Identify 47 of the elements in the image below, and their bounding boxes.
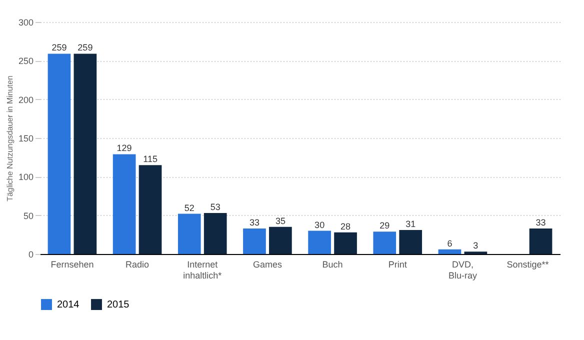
data-label: 6 xyxy=(447,238,452,248)
bar xyxy=(243,228,266,254)
y-axis-title: Tägliche Nutzungsdauer in Minuten xyxy=(5,76,14,202)
data-label: 53 xyxy=(210,202,220,212)
data-label: 259 xyxy=(52,42,67,53)
data-label: 28 xyxy=(340,221,351,232)
data-label: 31 xyxy=(406,219,416,230)
y-tick-label: 250 xyxy=(18,56,34,66)
x-tick-label: Internet inhaltlich* xyxy=(183,260,222,280)
y-tick-label: 150 xyxy=(18,134,34,144)
x-tick-label: Games xyxy=(252,260,282,270)
x-tick-label: Print xyxy=(388,260,408,270)
x-tick-label: Buch xyxy=(322,260,343,270)
data-label: 115 xyxy=(143,154,158,164)
legend-label: 2015 xyxy=(107,300,130,311)
x-tick-label: Radio xyxy=(126,260,150,270)
y-tick-label: 50 xyxy=(23,210,34,221)
y-tick-label: 300 xyxy=(18,18,34,28)
data-label: 129 xyxy=(116,143,132,154)
bar xyxy=(334,232,357,254)
legend-label: 2014 xyxy=(57,300,80,311)
data-label: 259 xyxy=(78,42,93,53)
x-tick-label: Fernsehen xyxy=(50,260,94,270)
bar xyxy=(399,230,422,254)
y-tick-label: 100 xyxy=(18,172,34,182)
data-label: 29 xyxy=(380,220,390,231)
data-label: 35 xyxy=(275,216,286,226)
data-label: 33 xyxy=(249,217,260,228)
bar xyxy=(438,249,462,254)
bar xyxy=(74,54,97,254)
x-tick-label: Sonstige** xyxy=(506,260,550,270)
bar xyxy=(204,213,227,254)
bar xyxy=(308,230,331,254)
data-label: 3 xyxy=(473,240,478,251)
x-tick-label: DVD, Blu-ray xyxy=(448,260,478,280)
bar xyxy=(178,214,201,254)
bar xyxy=(529,228,552,254)
bar xyxy=(48,54,71,254)
data-label: 30 xyxy=(314,220,325,230)
y-tick-label: 0 xyxy=(28,250,34,260)
bar xyxy=(373,232,396,254)
data-label: 52 xyxy=(184,202,194,213)
bar xyxy=(138,165,162,254)
data-label: 33 xyxy=(536,217,546,228)
bar xyxy=(112,154,136,254)
y-tick-label: 200 xyxy=(18,94,34,105)
bar xyxy=(269,226,292,254)
